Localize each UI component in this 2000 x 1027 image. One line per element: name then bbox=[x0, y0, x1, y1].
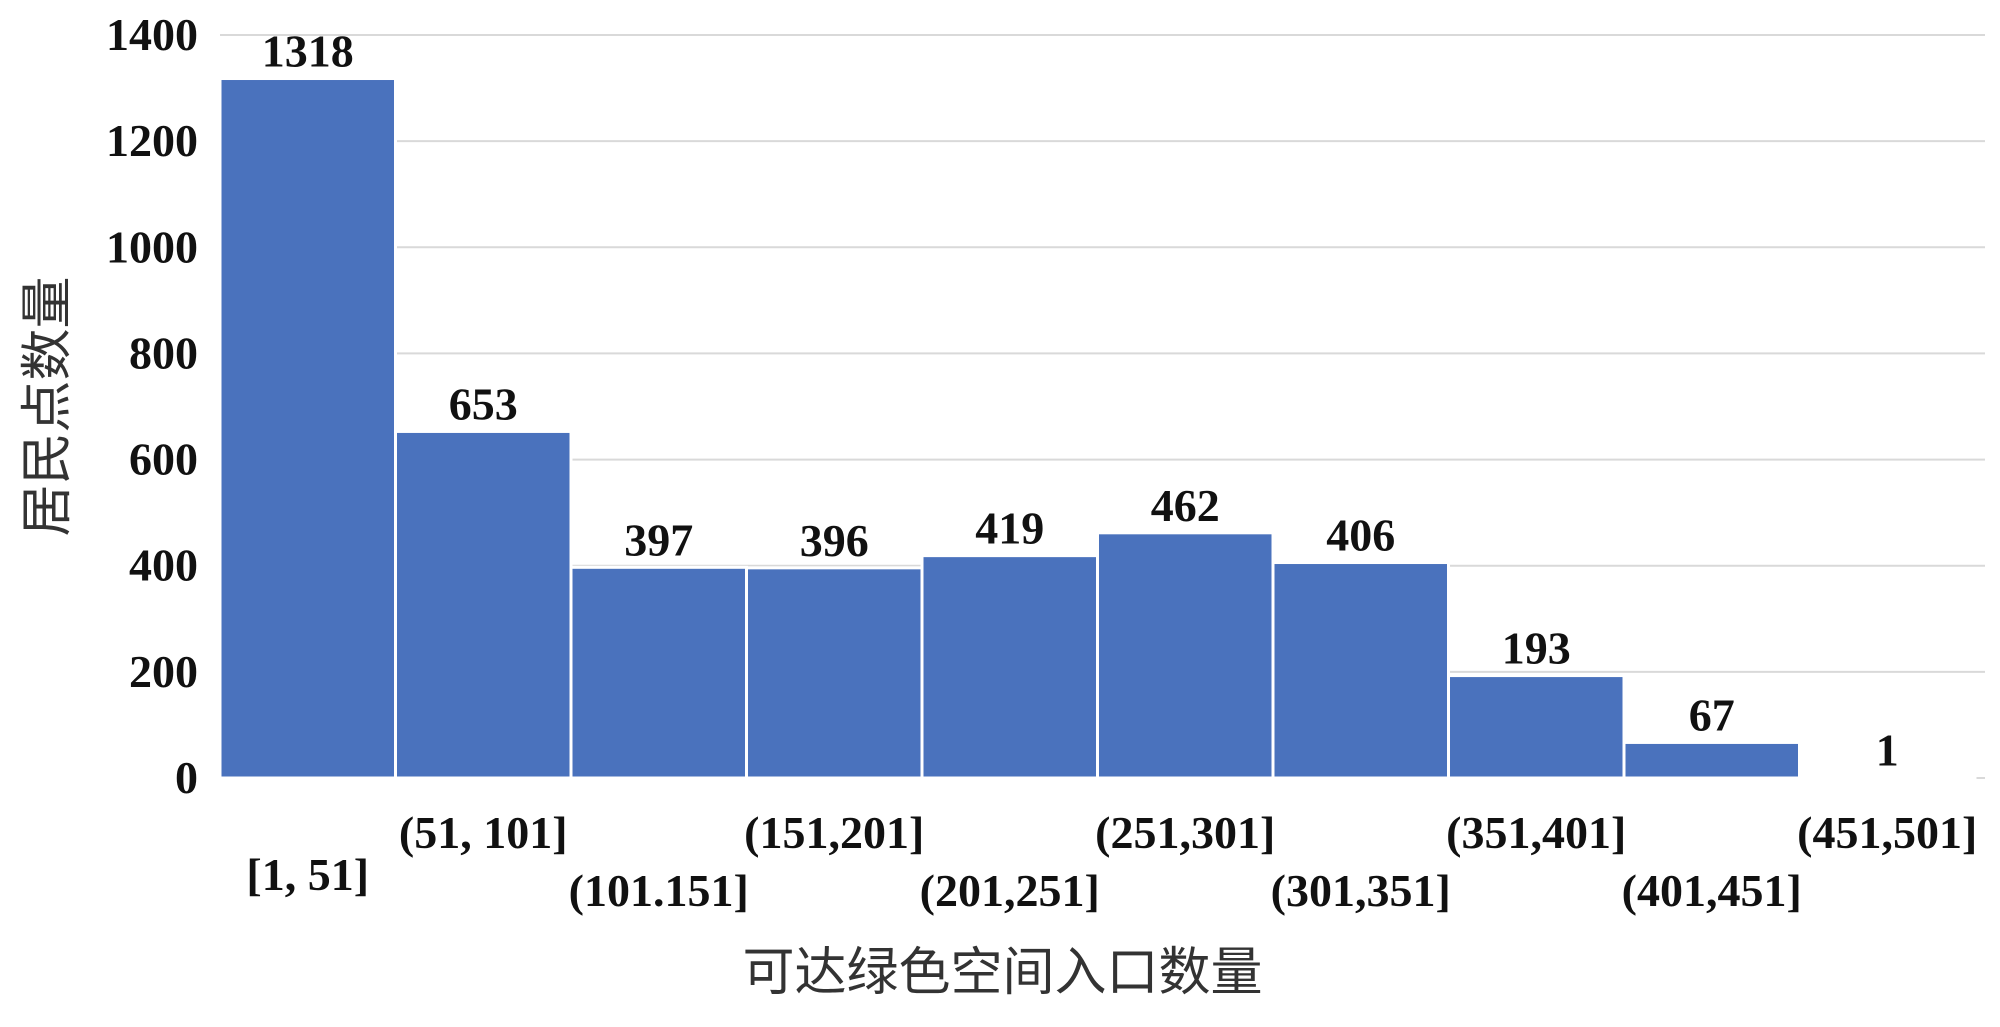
y-tick-label: 600 bbox=[129, 434, 198, 485]
bars bbox=[218, 77, 1977, 780]
data-label: 193 bbox=[1502, 623, 1571, 674]
y-tick-label: 1400 bbox=[106, 9, 198, 60]
x-axis-ticks: [1, 51] (51, 101](101.151] (151,201] (201,2… bbox=[246, 807, 1977, 916]
x-tick-label: (301,351] bbox=[1271, 865, 1451, 916]
x-tick-label: (251,301] bbox=[1095, 807, 1275, 858]
x-tick-label: (351,401] bbox=[1446, 807, 1626, 858]
data-label: 1318 bbox=[262, 26, 354, 77]
bar bbox=[1622, 740, 1801, 780]
data-label: 396 bbox=[800, 515, 869, 566]
bar bbox=[920, 554, 1099, 780]
x-tick-label: (451,501] bbox=[1797, 807, 1977, 858]
bar bbox=[394, 429, 573, 780]
data-label: 653 bbox=[449, 378, 518, 429]
x-tick-label: [1, 51] bbox=[246, 849, 369, 900]
data-labels: 1318 653 397 396 419 462 406 193 67 1 bbox=[262, 26, 1899, 776]
bar bbox=[1798, 775, 1977, 780]
y-axis-ticks: 0 200 400 600 800 1000 1200 1400 bbox=[106, 9, 198, 803]
y-tick-label: 400 bbox=[129, 540, 198, 591]
y-tick-label: 1200 bbox=[106, 115, 198, 166]
data-label: 397 bbox=[624, 514, 693, 565]
x-tick-label: (151,201] bbox=[744, 807, 924, 858]
data-label: 1 bbox=[1876, 724, 1899, 775]
x-tick-label: (101.151] bbox=[569, 865, 749, 916]
x-tick-label: (401,451] bbox=[1622, 865, 1802, 916]
bar bbox=[745, 566, 924, 780]
data-label: 419 bbox=[975, 503, 1044, 554]
data-label: 406 bbox=[1326, 510, 1395, 561]
y-tick-label: 1000 bbox=[106, 221, 198, 272]
data-label: 67 bbox=[1689, 689, 1735, 740]
y-tick-label: 0 bbox=[175, 752, 198, 803]
y-tick-label: 800 bbox=[129, 327, 198, 378]
bar bbox=[218, 77, 397, 780]
x-tick-label: (201,251] bbox=[920, 865, 1100, 916]
y-tick-label: 200 bbox=[129, 646, 198, 697]
bar bbox=[1271, 561, 1450, 780]
bar bbox=[1096, 531, 1275, 780]
x-tick-label: (51, 101] bbox=[399, 807, 568, 858]
bar bbox=[1447, 674, 1626, 780]
y-axis-title: 居民点数量 bbox=[18, 276, 78, 536]
bar bbox=[569, 565, 748, 780]
data-label: 462 bbox=[1151, 480, 1220, 531]
x-axis-title: 可达绿色空间入口数量 bbox=[742, 943, 1262, 1003]
